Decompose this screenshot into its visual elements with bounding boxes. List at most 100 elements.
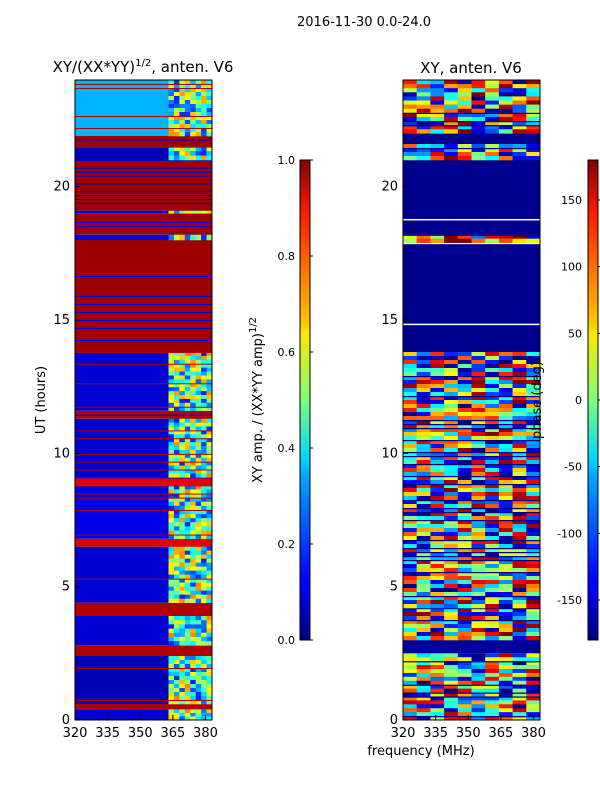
heatmap-cell — [444, 125, 459, 130]
heatmap-cell — [168, 620, 175, 625]
heatmap-cell — [403, 364, 417, 369]
heatmap-cell — [173, 120, 180, 125]
heatmap-cell — [430, 148, 445, 153]
heatmap-cell — [444, 620, 459, 625]
heatmap-cell — [173, 620, 180, 625]
heatmap-cell — [179, 120, 186, 125]
heatmap-cell — [190, 438, 196, 443]
heatmap-cell — [430, 404, 445, 409]
heatmap-cell — [471, 440, 486, 445]
heatmap-cell — [444, 484, 459, 489]
heatmap-cell — [206, 92, 212, 97]
heatmap-cell — [498, 125, 513, 130]
heatmap-cell — [184, 628, 191, 634]
heatmap-cell — [190, 359, 196, 365]
heatmap-cell — [430, 632, 445, 637]
heatmap-cell — [457, 696, 472, 701]
heatmap-cell — [430, 568, 445, 573]
heatmap-cell — [444, 576, 459, 581]
heatmap-cell — [195, 590, 202, 595]
heatmap-cell — [168, 582, 175, 587]
heatmap-cell — [201, 696, 207, 701]
heatmap-cell — [457, 408, 472, 413]
heatmap-cell — [201, 578, 207, 583]
heatmap-cell — [526, 108, 540, 114]
heatmap-cell — [190, 453, 196, 459]
heatmap-cell — [179, 554, 186, 559]
heatmap-cell — [201, 526, 207, 531]
heatmap-cell — [512, 564, 527, 569]
heatmap-cell — [195, 509, 202, 515]
heatmap-cell — [206, 84, 212, 89]
x-tick-label: 350 — [456, 726, 481, 741]
heatmap-cell — [457, 688, 472, 693]
heatmap-cell — [512, 384, 527, 389]
heatmap-cell — [201, 108, 207, 113]
heatmap-cell — [416, 238, 431, 243]
panel2-heatmap — [403, 80, 540, 720]
heatmap-cell — [173, 514, 180, 519]
heatmap-cell — [485, 400, 500, 405]
heatmap-cell — [184, 497, 191, 503]
heatmap-cell — [179, 88, 186, 93]
heatmap-cell — [526, 416, 540, 421]
heatmap-cell — [206, 80, 212, 85]
heatmap-cell — [179, 112, 186, 117]
heatmap-cell — [444, 696, 459, 701]
panel1-frame — [74, 79, 213, 721]
heatmap-cell — [498, 548, 513, 553]
heatmap-stripe — [403, 424, 540, 426]
heatmap-cell — [430, 653, 445, 658]
heatmap-cell — [512, 665, 527, 670]
heatmap-cell — [173, 449, 180, 455]
heatmap-cell — [485, 480, 500, 485]
heatmap-stripe — [75, 171, 212, 173]
heatmap-cell — [416, 712, 431, 717]
heatmap-cell — [457, 572, 472, 577]
heatmap-cell — [512, 444, 527, 449]
heatmap-cell — [195, 641, 202, 646]
heatmap-cell — [184, 688, 191, 693]
heatmap-cell — [173, 446, 180, 451]
heatmap-cell — [457, 680, 472, 686]
heatmap-cell — [498, 716, 513, 720]
heatmap-cell — [416, 476, 431, 481]
heatmap-cell — [201, 566, 207, 571]
heatmap-stripe — [403, 440, 540, 442]
heatmap-cell — [184, 363, 191, 368]
heatmap-cell — [430, 600, 445, 605]
heatmap-cell — [173, 656, 180, 661]
heatmap-cell — [444, 560, 459, 565]
heatmap-cell — [201, 493, 207, 498]
heatmap-cell — [168, 526, 175, 531]
heatmap-cell — [457, 516, 472, 521]
heatmap-cell — [485, 496, 500, 501]
heatmap-cell — [184, 155, 191, 161]
heatmap-cell — [498, 704, 513, 709]
heatmap-cell — [403, 432, 417, 437]
heatmap-cell — [485, 632, 500, 637]
heatmap-cell — [444, 544, 459, 549]
heatmap-cell — [430, 352, 445, 357]
heatmap-cell — [184, 387, 191, 392]
heatmap-cell — [195, 461, 202, 466]
heatmap-cell — [526, 552, 540, 557]
heatmap-cell — [201, 430, 207, 435]
heatmap-cell — [457, 96, 472, 101]
heatmap-cell — [173, 530, 180, 535]
heatmap-cell — [471, 488, 486, 493]
heatmap-cell — [206, 88, 212, 93]
heatmap-cell — [471, 88, 486, 93]
heatmap-cell — [430, 100, 445, 105]
heatmap-cell — [184, 558, 191, 563]
heatmap-cell — [457, 129, 472, 134]
heatmap-cell — [471, 436, 486, 441]
heatmap-cell — [206, 430, 212, 435]
heatmap-cell — [206, 668, 212, 673]
heatmap-cell — [168, 430, 175, 435]
heatmap-cell — [403, 552, 417, 557]
heatmap-cell — [471, 596, 486, 601]
heatmap-cell — [471, 704, 486, 709]
heatmap-cell — [403, 400, 417, 405]
heatmap-cell — [498, 416, 513, 421]
